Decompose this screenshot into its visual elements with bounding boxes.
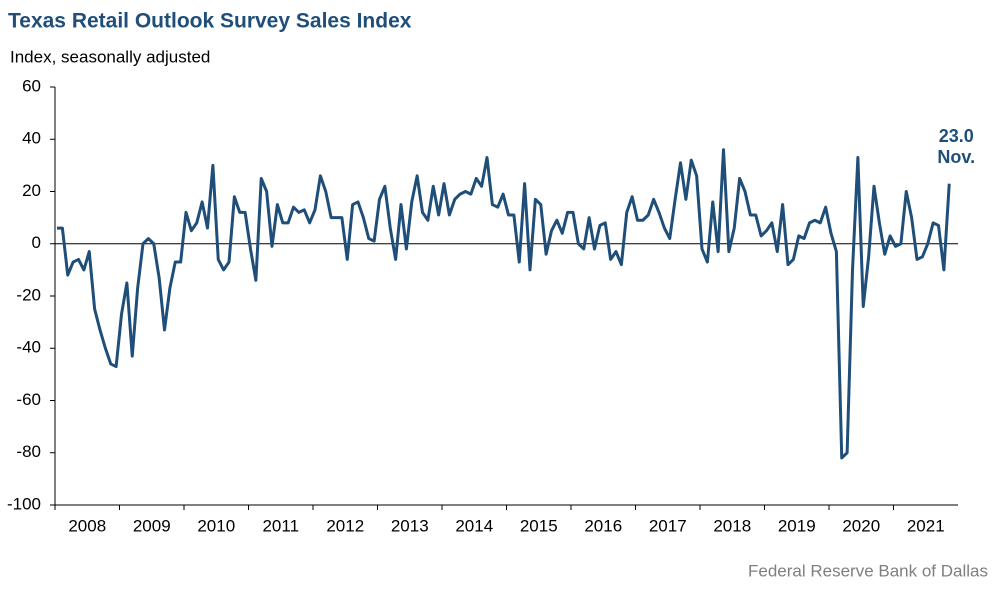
x-tick-label: 2017 bbox=[649, 516, 687, 535]
y-axis-label: Index, seasonally adjusted bbox=[10, 47, 210, 66]
source: Federal Reserve Bank of Dallas bbox=[748, 561, 988, 580]
chart-title: Texas Retail Outlook Survey Sales Index bbox=[8, 10, 412, 33]
x-tick-label: 2012 bbox=[326, 516, 364, 535]
annotation: Nov. bbox=[937, 147, 975, 167]
x-tick-label: 2021 bbox=[907, 516, 945, 535]
y-tick-label: 60 bbox=[22, 76, 41, 95]
y-tick-label: 0 bbox=[32, 233, 41, 252]
x-tick-label: 2010 bbox=[197, 516, 235, 535]
x-tick-label: 2011 bbox=[262, 516, 299, 535]
x-tick-label: 2018 bbox=[713, 516, 751, 535]
x-tick-label: 2014 bbox=[455, 516, 493, 535]
x-tick-label: 2008 bbox=[68, 516, 106, 535]
value-label: 23.0 bbox=[939, 126, 974, 146]
y-tick-label: -20 bbox=[16, 285, 41, 304]
y-tick-label: -40 bbox=[16, 338, 41, 357]
line bbox=[57, 148, 951, 460]
y-tick-label: -100 bbox=[7, 494, 41, 513]
x-tick-label: 2016 bbox=[584, 516, 622, 535]
y-tick-label: -80 bbox=[16, 442, 41, 461]
y-tick-label: -60 bbox=[16, 390, 41, 409]
x-tick-label: 2020 bbox=[842, 516, 880, 535]
x-tick-label: 2019 bbox=[778, 516, 816, 535]
x-tick-label: 2009 bbox=[133, 516, 171, 535]
x-tick-label: 2013 bbox=[391, 516, 429, 535]
y-tick-label: 20 bbox=[22, 181, 41, 200]
x-tick-label: 2015 bbox=[520, 516, 558, 535]
y-tick-label: 40 bbox=[22, 129, 41, 148]
